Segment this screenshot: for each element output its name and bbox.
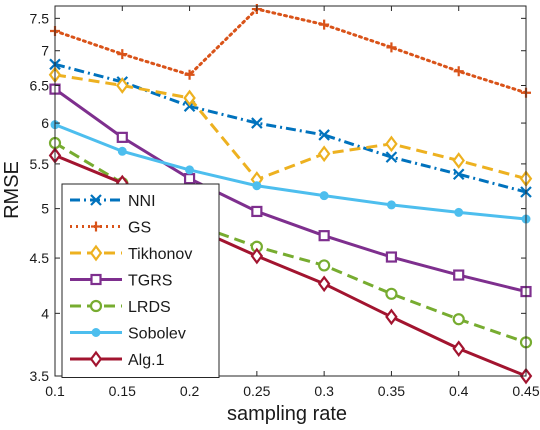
data-point (183, 173, 196, 185)
series-line (55, 7, 526, 95)
series-line (55, 87, 526, 294)
x-tick-label: 0.4 (449, 383, 469, 399)
axes-layer (54, 5, 527, 377)
legend-label: Sobolev (128, 326, 186, 343)
data-point (319, 191, 329, 201)
data-point (452, 168, 465, 181)
y-tick-label: 6 (41, 115, 49, 131)
x-tick-label: 0.45 (512, 383, 539, 399)
y-tick-label: 4 (41, 305, 49, 321)
x-tick-label: 0.15 (109, 383, 136, 399)
data-point (454, 207, 464, 217)
legend-label: Tikhonov (128, 246, 192, 263)
y-tick-label: 3.5 (30, 368, 50, 384)
series-line (55, 123, 526, 221)
data-point (452, 340, 465, 357)
legend-label: GS (128, 220, 151, 237)
x-tick-label: 0.25 (243, 383, 270, 399)
x-axis-label: sampling rate (227, 403, 347, 425)
data-point (385, 251, 398, 263)
data-point (116, 131, 128, 143)
legend-label: LRDS (128, 299, 171, 316)
series-sobolev (50, 120, 531, 224)
ticks-layer: 0.1 0.15 0.2 0.25 0.3 0.35 0.4 0.45 3.5 4 4.5 5 5.5 6… (30, 6, 540, 399)
data-point (91, 221, 101, 232)
data-point (117, 49, 128, 60)
data-point (317, 275, 331, 293)
data-point (183, 89, 196, 107)
data-point (116, 77, 129, 94)
data-point (250, 247, 264, 265)
data-point (117, 146, 127, 156)
data-point (386, 200, 396, 210)
x-tick-label: 0.1 (45, 383, 65, 399)
y-tick-label: 6.5 (30, 78, 50, 94)
data-point (252, 181, 262, 191)
data-point (385, 287, 398, 300)
legend: NNI GS Tikhonov TGRS LRDS Sobolev Alg.1 (61, 183, 220, 378)
legend-entry: NNI (70, 193, 156, 210)
series-line (55, 62, 526, 194)
data-point (251, 117, 263, 129)
x-tick-label: 0.2 (180, 383, 200, 399)
data-point (318, 129, 330, 141)
data-point (385, 151, 398, 163)
data-point (453, 66, 464, 77)
data-point (91, 328, 101, 337)
legend-label: TGRS (128, 273, 172, 290)
data-point (453, 269, 465, 281)
data-point (452, 152, 465, 169)
x-tick-label: 0.35 (378, 383, 405, 399)
y-axis-label: RMSE (1, 161, 23, 219)
y-tick-label: 5.5 (30, 156, 50, 172)
legend-entry: Tikhonov (70, 244, 192, 263)
legend-entry: LRDS (70, 299, 171, 316)
data-point (385, 135, 398, 153)
data-point (452, 313, 465, 326)
x-tick-label: 0.3 (314, 383, 334, 399)
data-point (89, 299, 103, 313)
y-tick-label: 4.5 (30, 250, 50, 266)
data-point (185, 165, 195, 175)
legend-label: Alg.1 (128, 352, 165, 369)
data-point (184, 69, 195, 80)
data-point (385, 308, 398, 326)
data-point (317, 145, 331, 163)
series-line (55, 73, 526, 182)
data-point (318, 259, 331, 272)
y-tick-label: 7 (41, 43, 49, 59)
series-nni (49, 58, 532, 198)
data-point (319, 19, 330, 30)
axes-box (54, 5, 527, 377)
data-point (318, 230, 330, 242)
data-point (251, 205, 263, 218)
legend-entry: GS (70, 220, 151, 237)
data-point (89, 244, 103, 262)
y-tick-label: 7.5 (30, 10, 50, 26)
legend-entry: Alg.1 (70, 350, 165, 369)
legend-entry: Sobolev (70, 326, 186, 343)
legend-label: NNI (128, 193, 156, 210)
legend-entry: TGRS (70, 273, 172, 290)
data-point (90, 194, 102, 206)
data-point (90, 273, 102, 286)
data-point (89, 350, 103, 368)
data-point (386, 42, 397, 53)
y-tick-label: 5 (41, 201, 49, 217)
